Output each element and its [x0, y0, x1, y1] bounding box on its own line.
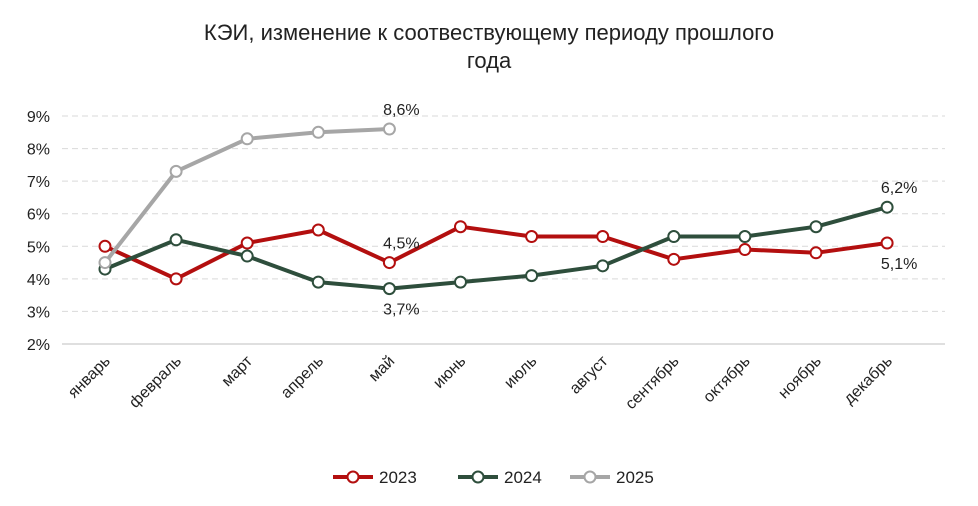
x-axis-ticks: январь февраль март апрель май июнь июль август… — [65, 352, 896, 413]
data-point — [525, 269, 539, 283]
legend: 2023 2024 2025 — [333, 468, 654, 487]
data-point — [382, 282, 396, 296]
data-label: 8,6% — [383, 102, 419, 119]
data-point — [240, 236, 254, 250]
y-tick-label: 3% — [27, 304, 50, 321]
legend-swatch-marker — [583, 470, 597, 484]
y-tick-label: 9% — [27, 109, 50, 126]
x-tick-label: апрель — [278, 353, 327, 402]
legend-item-2025: 2025 — [570, 468, 654, 487]
y-tick-label: 7% — [27, 174, 50, 191]
data-point — [311, 275, 325, 289]
series-line-2024 — [104, 205, 888, 291]
x-tick-label: июнь — [430, 353, 469, 392]
series-layer — [98, 122, 894, 296]
data-point — [98, 239, 112, 253]
data-point — [454, 275, 467, 289]
data-point — [382, 256, 396, 270]
data-point — [98, 256, 112, 270]
data-point — [809, 246, 823, 260]
series-2023 — [98, 220, 894, 286]
data-labels: 8,6% 4,5% 3,7% 6,2% 5,1% — [383, 102, 917, 319]
y-tick-label: 6% — [27, 207, 50, 224]
data-point — [169, 164, 183, 178]
legend-label: 2023 — [379, 468, 417, 487]
y-tick-label: 8% — [27, 142, 50, 159]
x-tick-label: февраль — [126, 353, 185, 412]
data-label: 5,1% — [881, 256, 917, 273]
grid-layer — [62, 115, 945, 345]
data-point — [311, 223, 325, 237]
legend-label: 2025 — [616, 468, 654, 487]
chart-title-line-1: КЭИ, изменение к соотвествующему периоду… — [204, 20, 774, 45]
x-tick-label: октябрь — [700, 353, 753, 406]
data-point — [738, 230, 752, 244]
y-axis-ticks: 2% 3% 4% 5% 6% 7% 8% 9% — [27, 109, 50, 354]
data-point — [809, 220, 823, 234]
x-tick-label: август — [567, 352, 612, 397]
data-point — [169, 272, 183, 286]
series-line-2023 — [104, 224, 888, 281]
x-tick-label: март — [219, 352, 257, 390]
data-point — [169, 233, 183, 247]
y-tick-label: 4% — [27, 272, 50, 289]
data-point — [667, 230, 681, 244]
data-label: 4,5% — [383, 236, 419, 253]
chart-title: КЭИ, изменение к соотвествующему периоду… — [204, 20, 774, 73]
x-tick-label: июль — [501, 353, 540, 392]
data-label: 3,7% — [383, 302, 419, 319]
legend-swatch-marker — [346, 470, 360, 484]
data-point — [596, 259, 610, 273]
legend-label: 2024 — [504, 468, 542, 487]
y-tick-label: 5% — [27, 239, 50, 256]
data-point — [240, 249, 254, 263]
series-2025 — [98, 122, 396, 270]
x-tick-label: ноябрь — [775, 353, 824, 402]
x-tick-label: май — [366, 353, 398, 385]
data-point — [667, 252, 681, 266]
data-point — [382, 122, 396, 136]
data-point — [525, 230, 539, 244]
data-point — [596, 230, 610, 244]
x-tick-label: январь — [65, 353, 114, 402]
data-label: 6,2% — [881, 180, 917, 197]
legend-swatch-marker — [471, 470, 485, 484]
data-point — [454, 220, 467, 234]
legend-item-2023: 2023 — [333, 468, 417, 487]
x-tick-label: сентябрь — [622, 353, 682, 413]
y-tick-label: 2% — [27, 337, 50, 354]
x-tick-label: декабрь — [841, 353, 896, 408]
data-point — [240, 132, 254, 146]
chart-title-line-2: года — [467, 48, 512, 73]
data-point — [880, 200, 894, 214]
legend-item-2024: 2024 — [458, 468, 542, 487]
series-2024 — [98, 200, 894, 296]
data-point — [880, 236, 894, 250]
data-point — [738, 243, 752, 257]
data-point — [311, 125, 325, 139]
